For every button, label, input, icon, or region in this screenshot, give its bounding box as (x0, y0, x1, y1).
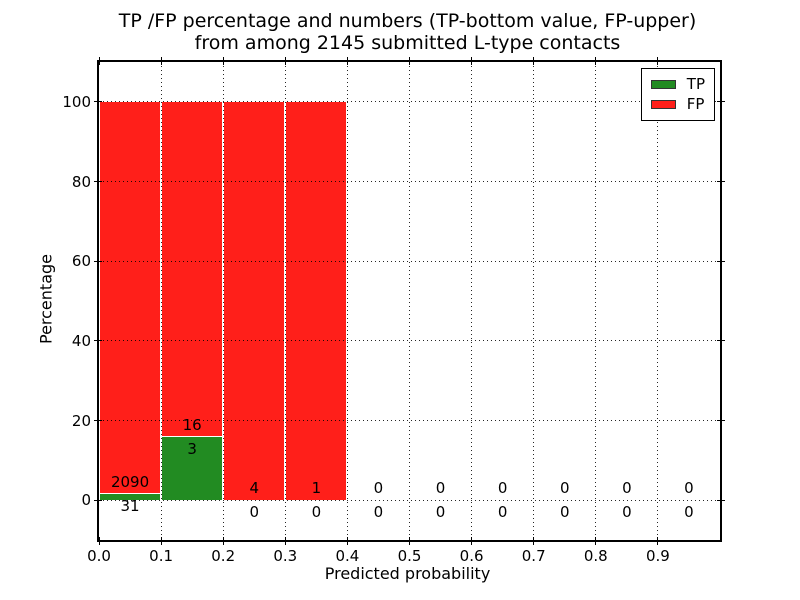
y-tick-label: 100 (62, 92, 91, 111)
tp-count-label: 0 (435, 503, 446, 522)
x-tick-mark-bottom (657, 537, 659, 545)
x-axis-label: Predicted probability (324, 564, 491, 583)
x-tick-label: 0.6 (459, 547, 484, 565)
tp-bar-segment (100, 494, 161, 501)
y-tick-label: 60 (71, 252, 91, 271)
legend-label: TP (686, 75, 705, 93)
fp-bar-segment (286, 101, 347, 501)
x-tick-label: 0.5 (397, 547, 422, 565)
tp-bar-segment (162, 437, 223, 501)
x-gridline (409, 62, 410, 540)
fp-count-label: 0 (684, 479, 694, 498)
fp-bar-segment (224, 101, 285, 501)
x-gridline (657, 62, 659, 540)
fp-count-label: 16 (182, 416, 202, 435)
y-tick-mark-right (717, 181, 725, 182)
x-gridline (471, 62, 473, 540)
x-gridline (346, 62, 348, 540)
y-tick-mark-right (717, 340, 725, 342)
x-gridline (222, 62, 224, 540)
legend-swatch-fp (650, 100, 676, 109)
fp-count-label: 1 (311, 479, 322, 498)
legend-entry: TP (650, 75, 705, 93)
tp-count-label: 3 (187, 440, 197, 459)
fp-count-label: 4 (249, 479, 260, 498)
chart-title-line1: TP /FP percentage and numbers (TP-bottom… (118, 10, 697, 32)
fp-count-label: 0 (622, 479, 632, 498)
x-tick-mark-bottom (595, 537, 597, 545)
legend: TP FP (640, 68, 715, 121)
y-tick-mark-right (717, 420, 725, 421)
y-tick-mark-right (717, 101, 725, 103)
x-tick-mark-top (409, 57, 410, 65)
x-tick-label: 0.8 (583, 547, 608, 565)
x-tick-mark-top (595, 57, 597, 65)
legend-entry: FP (650, 95, 705, 113)
fp-count-label: 2090 (110, 473, 150, 492)
x-tick-label: 0.9 (645, 547, 670, 565)
y-tick-mark-right (717, 260, 725, 262)
x-tick-mark-top (471, 57, 473, 65)
x-tick-label: 0.2 (211, 547, 236, 565)
tp-count-label: 0 (311, 503, 322, 522)
x-tick-label: 0.1 (149, 547, 174, 565)
tp-count-label: 0 (373, 503, 384, 522)
x-tick-mark-bottom (160, 537, 162, 545)
x-tick-mark-bottom (222, 537, 224, 545)
chart-title: TP /FP percentage and numbers (TP-bottom… (97, 10, 718, 54)
x-gridline (284, 62, 286, 540)
x-tick-mark-bottom (98, 537, 100, 545)
x-gridline (533, 62, 535, 540)
y-tick-mark-left (94, 340, 102, 342)
tp-count-label: 0 (559, 503, 570, 522)
x-gridline (595, 62, 597, 540)
tp-count-label: 0 (684, 503, 694, 522)
y-tick-mark-left (94, 499, 102, 501)
x-tick-mark-top (346, 57, 348, 65)
fp-bar-segment (162, 101, 223, 437)
tp-count-label: 0 (249, 503, 260, 522)
x-tick-label: 0.7 (521, 547, 546, 565)
x-tick-mark-top (284, 57, 286, 65)
y-tick-mark-right (717, 499, 725, 501)
fp-count-label: 0 (559, 479, 570, 498)
y-tick-label: 40 (71, 331, 91, 350)
fp-count-label: 0 (497, 479, 508, 498)
x-tick-mark-bottom (471, 537, 473, 545)
y-tick-label: 0 (81, 491, 91, 510)
x-gridline (160, 62, 162, 540)
x-tick-mark-top (533, 57, 535, 65)
x-tick-mark-top (98, 57, 100, 65)
y-tick-mark-left (94, 101, 102, 103)
x-tick-mark-top (160, 57, 162, 65)
x-tick-mark-top (222, 57, 224, 65)
x-tick-mark-bottom (284, 537, 286, 545)
legend-label: FP (686, 95, 705, 113)
fp-count-label: 0 (435, 479, 446, 498)
chart-title-line2: from among 2145 submitted L-type contact… (194, 32, 621, 54)
y-tick-mark-left (94, 181, 102, 182)
tp-count-label: 0 (497, 503, 508, 522)
y-tick-mark-left (94, 260, 102, 262)
y-tick-label: 20 (71, 411, 91, 430)
x-tick-mark-bottom (409, 537, 410, 545)
x-tick-label: 0.0 (87, 547, 111, 565)
x-tick-mark-bottom (533, 537, 535, 545)
y-tick-mark-left (94, 420, 102, 421)
tp-count-label: 31 (120, 497, 140, 516)
legend-swatch-tp (650, 80, 676, 89)
x-tick-label: 0.4 (335, 547, 360, 565)
x-tick-label: 0.3 (273, 547, 298, 565)
fp-bar-segment (100, 101, 161, 494)
x-tick-mark-bottom (346, 537, 348, 545)
x-tick-mark-top (657, 57, 659, 65)
tp-count-label: 0 (622, 503, 632, 522)
fp-count-label: 0 (373, 479, 384, 498)
plot-area: TP FP 0 20 40 60 80 100 0.0 0.1 0.2 0.3 0.4 0.5 0.6 0.… (62, 57, 725, 564)
y-tick-label: 80 (71, 172, 91, 191)
